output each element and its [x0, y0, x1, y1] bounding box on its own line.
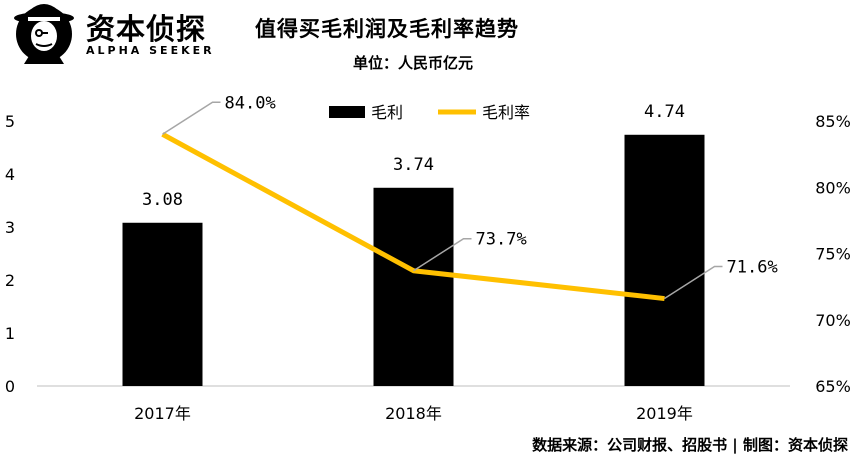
- y-left-tick-label: 2: [5, 271, 15, 290]
- y-right-tick-label: 70%: [815, 311, 851, 330]
- y-right-tick-label: 80%: [815, 178, 851, 197]
- bar: [373, 187, 454, 386]
- x-tick-label: 2018年: [385, 404, 442, 423]
- line-data-label: 84.0%: [225, 93, 276, 113]
- bar: [624, 134, 705, 386]
- y-left-tick-label: 0: [5, 377, 15, 396]
- legend-bar-swatch: [329, 106, 365, 118]
- source-note: 数据来源：公司财报、招股书 | 制图：资本侦探: [532, 436, 848, 454]
- brand-tagline: ALPHA SEEKER: [86, 44, 215, 57]
- line-data-label: 71.6%: [727, 258, 778, 278]
- x-tick-label: 2019年: [636, 404, 693, 423]
- y-left-tick-label: 4: [5, 165, 15, 184]
- brand-name: 资本侦探: [86, 12, 207, 46]
- line-data-label: 73.7%: [476, 230, 527, 250]
- y-right-tick-label: 85%: [815, 112, 851, 131]
- leader-line: [664, 265, 723, 300]
- chart-title: 值得买毛利润及毛利率趋势: [255, 17, 519, 41]
- detective-logo-icon: [14, 4, 74, 64]
- bar-data-label: 3.74: [393, 155, 434, 175]
- y-right-tick-label: 65%: [815, 377, 851, 396]
- y-left-tick-label: 5: [5, 112, 15, 131]
- leader-line: [162, 101, 221, 135]
- bar-data-label: 4.74: [644, 102, 685, 122]
- legend-label: 毛利率: [482, 103, 530, 122]
- bar: [122, 222, 203, 386]
- chart-subtitle: 单位：人民币亿元: [353, 54, 474, 72]
- y-left-tick-label: 1: [5, 324, 15, 343]
- leader-line: [413, 237, 472, 272]
- y-right-tick-label: 75%: [815, 245, 851, 264]
- y-left-tick-label: 3: [5, 218, 15, 237]
- legend-label: 毛利: [371, 103, 403, 122]
- bar-data-label: 3.08: [142, 190, 183, 210]
- x-tick-label: 2017年: [134, 404, 191, 423]
